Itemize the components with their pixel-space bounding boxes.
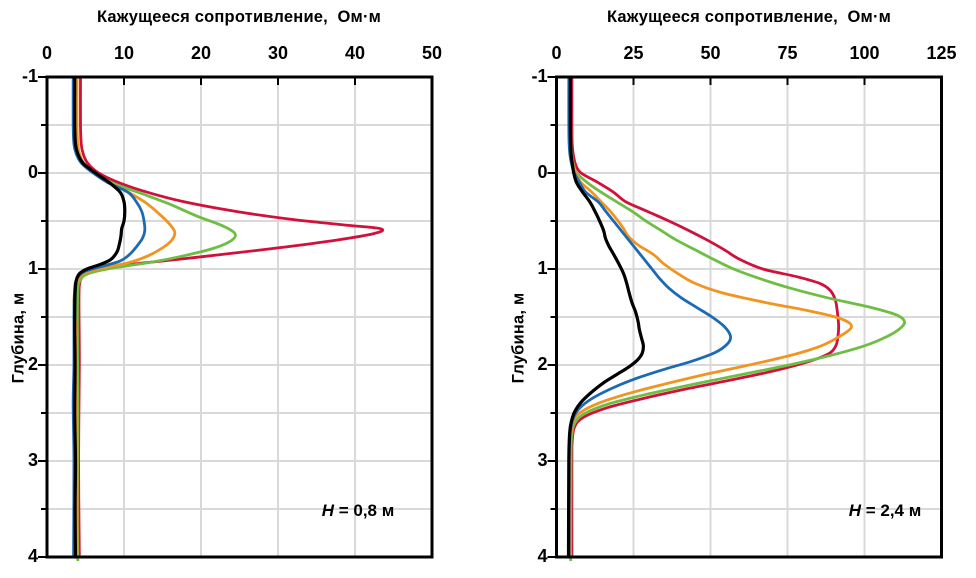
chart-canvas-right [547,75,943,561]
x-tick-label: 20 [190,43,212,63]
plot-frame [555,75,943,559]
y-tick-label: 2 [27,354,38,375]
curve-red [570,76,841,559]
annotation-value: = 2,4 м [860,501,922,520]
x-tick-label: 0 [41,43,53,63]
x-tick-label: 75 [777,43,798,63]
curve-black [566,76,645,559]
axis-ticks [38,76,433,558]
y-tick-label: 4 [537,546,548,567]
plot-frame [45,75,434,559]
chart-title: Кажущееся сопротивление, Ом·м [96,8,382,26]
y-tick-label: -1 [21,66,38,87]
chart-canvas-left [38,75,434,561]
annotation-symbol: H [321,501,334,520]
axis-ticks [547,76,943,558]
x-tick-label: 25 [623,43,644,63]
x-tick-label: 0 [551,43,562,63]
x-tick-label: 50 [700,43,721,63]
annotation-value: = 0,8 м [333,501,395,520]
chart-title: Кажущееся сопротивление, Ом·м [606,8,892,26]
curves [566,76,906,561]
thickness-annotation: H = 0,8 м [322,501,395,521]
curves [71,76,385,561]
chart-panel-right: Кажущееся сопротивление, Ом·м Глубина, м… [488,0,976,578]
x-tick-label: 30 [267,43,289,63]
y-tick-label: 4 [27,546,38,567]
curve-blue [567,76,733,559]
x-tick-label: 40 [344,43,366,63]
curve-green [74,76,237,561]
gridlines [556,77,942,557]
chart-panel-left: Кажущееся сопротивление, Ом·м Глубина, м… [10,8,443,567]
y-tick-label: 0 [27,162,38,183]
curve-black [73,76,127,559]
y-tick-label: 3 [537,450,548,471]
y-tick-label: 0 [537,162,548,183]
x-tick-label: 10 [113,43,135,63]
x-tick-label: 50 [421,43,443,63]
y-tick-label: -1 [531,66,548,87]
curve-green [569,76,906,561]
x-tick-label: 125 [926,43,957,63]
x-tick-label: 100 [849,43,880,63]
y-tick-label: 1 [27,258,38,279]
thickness-annotation: H = 2,4 м [849,501,922,521]
gridlines [47,77,432,557]
y-tick-label: 2 [537,354,548,375]
y-tick-label: 3 [27,450,38,471]
y-tick-label: 1 [537,258,548,279]
annotation-symbol: H [848,501,861,520]
